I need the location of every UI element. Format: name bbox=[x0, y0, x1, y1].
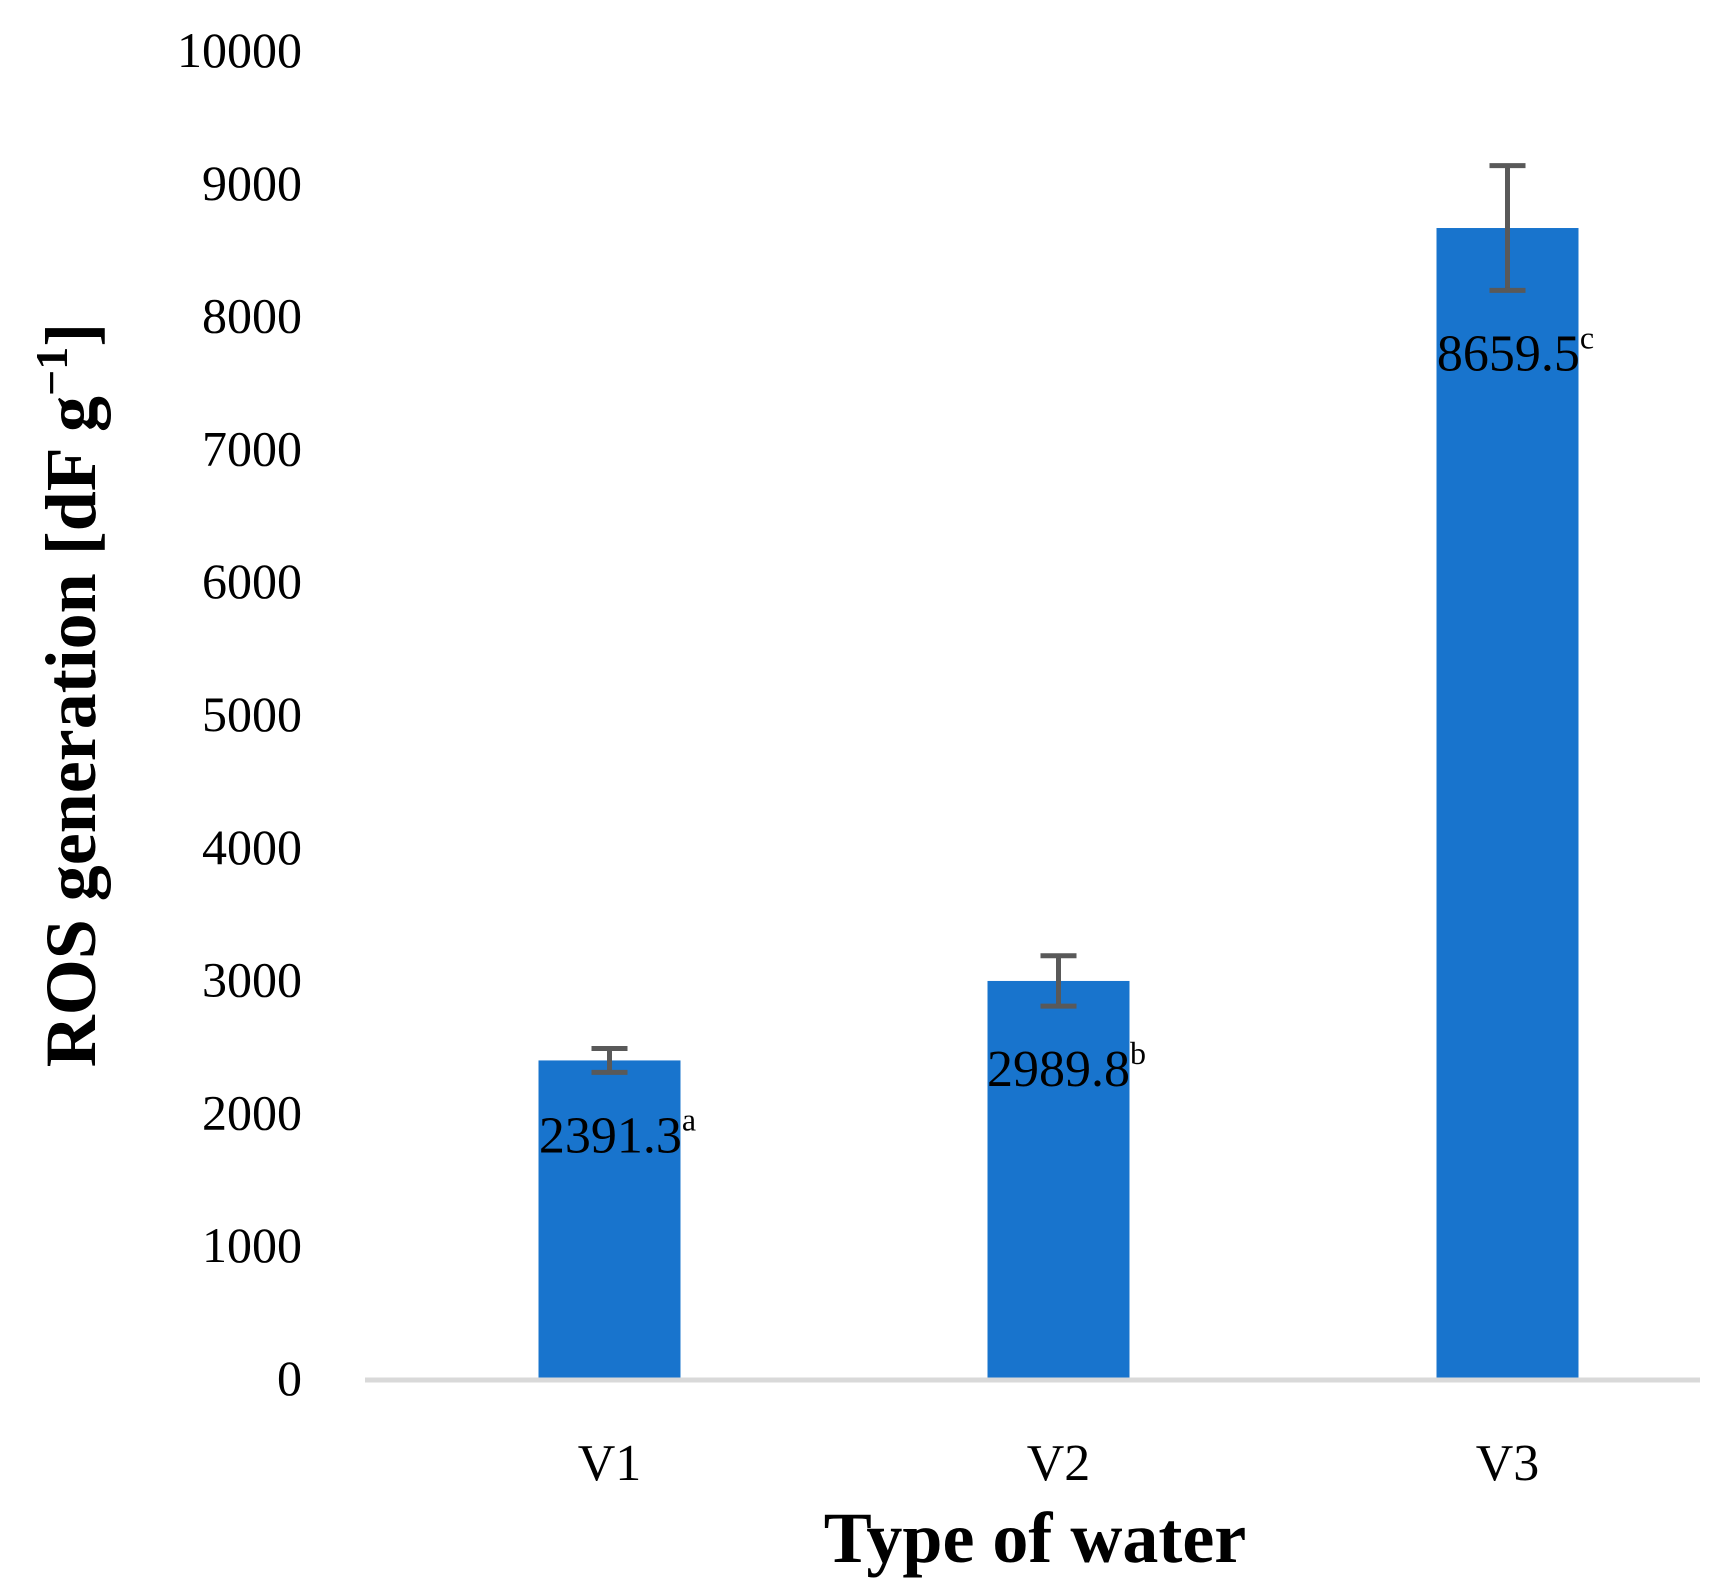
x-category-label: V1 bbox=[578, 1435, 642, 1492]
y-tick-label: 9000 bbox=[202, 155, 302, 211]
y-tick-label: 8000 bbox=[202, 288, 302, 344]
error-bar-v1 bbox=[591, 1045, 628, 1075]
y-tick-label: 4000 bbox=[202, 819, 302, 875]
data-label-v3: 8659.5c bbox=[1437, 319, 1594, 382]
y-tick-label: 6000 bbox=[202, 553, 302, 609]
y-tick-label: 1000 bbox=[202, 1217, 302, 1273]
data-label-significance: c bbox=[1580, 319, 1594, 355]
data-label-value: 2989.8 bbox=[987, 1041, 1130, 1098]
x-category-label: V3 bbox=[1476, 1435, 1540, 1492]
y-axis-ticks: 0 1000 2000 3000 4000 5000 6000 7000 8000 9000 100… bbox=[177, 22, 302, 1406]
bar-v3 bbox=[1436, 228, 1579, 1378]
data-label-v1: 2391.3a bbox=[539, 1101, 696, 1164]
x-axis-title: Type of water bbox=[824, 1498, 1247, 1578]
bar-v2 bbox=[987, 980, 1130, 1378]
data-label-significance: b bbox=[1130, 1035, 1146, 1071]
bars bbox=[538, 228, 1579, 1378]
data-labels: 2391.3a 2989.8b 8659.5c bbox=[539, 319, 1594, 1164]
y-axis-title-main: ROS generation [dF g bbox=[31, 396, 111, 1067]
y-axis-title: ROS generation [dF g−1] bbox=[26, 323, 111, 1068]
data-label-value: 8659.5 bbox=[1437, 325, 1580, 382]
data-label-v2: 2989.8b bbox=[987, 1035, 1146, 1098]
error-bar-v2 bbox=[1040, 953, 1077, 1009]
y-tick-label: 7000 bbox=[202, 420, 302, 476]
x-axis-category-labels: V1 V2 V3 bbox=[578, 1435, 1540, 1492]
x-category-label: V2 bbox=[1027, 1435, 1091, 1492]
y-tick-label: 3000 bbox=[202, 952, 302, 1008]
y-tick-label: 0 bbox=[277, 1350, 302, 1406]
y-axis-title-end: ] bbox=[31, 323, 111, 347]
data-label-value: 2391.3 bbox=[539, 1107, 682, 1164]
bar-v1 bbox=[538, 1060, 681, 1378]
error-bar-v3 bbox=[1489, 163, 1526, 293]
y-tick-label: 10000 bbox=[177, 22, 302, 78]
y-axis-title-superscript: −1 bbox=[26, 347, 77, 396]
y-tick-label: 2000 bbox=[202, 1084, 302, 1140]
y-tick-label: 5000 bbox=[202, 686, 302, 742]
error-bars bbox=[591, 163, 1526, 1075]
data-label-significance: a bbox=[682, 1101, 696, 1137]
